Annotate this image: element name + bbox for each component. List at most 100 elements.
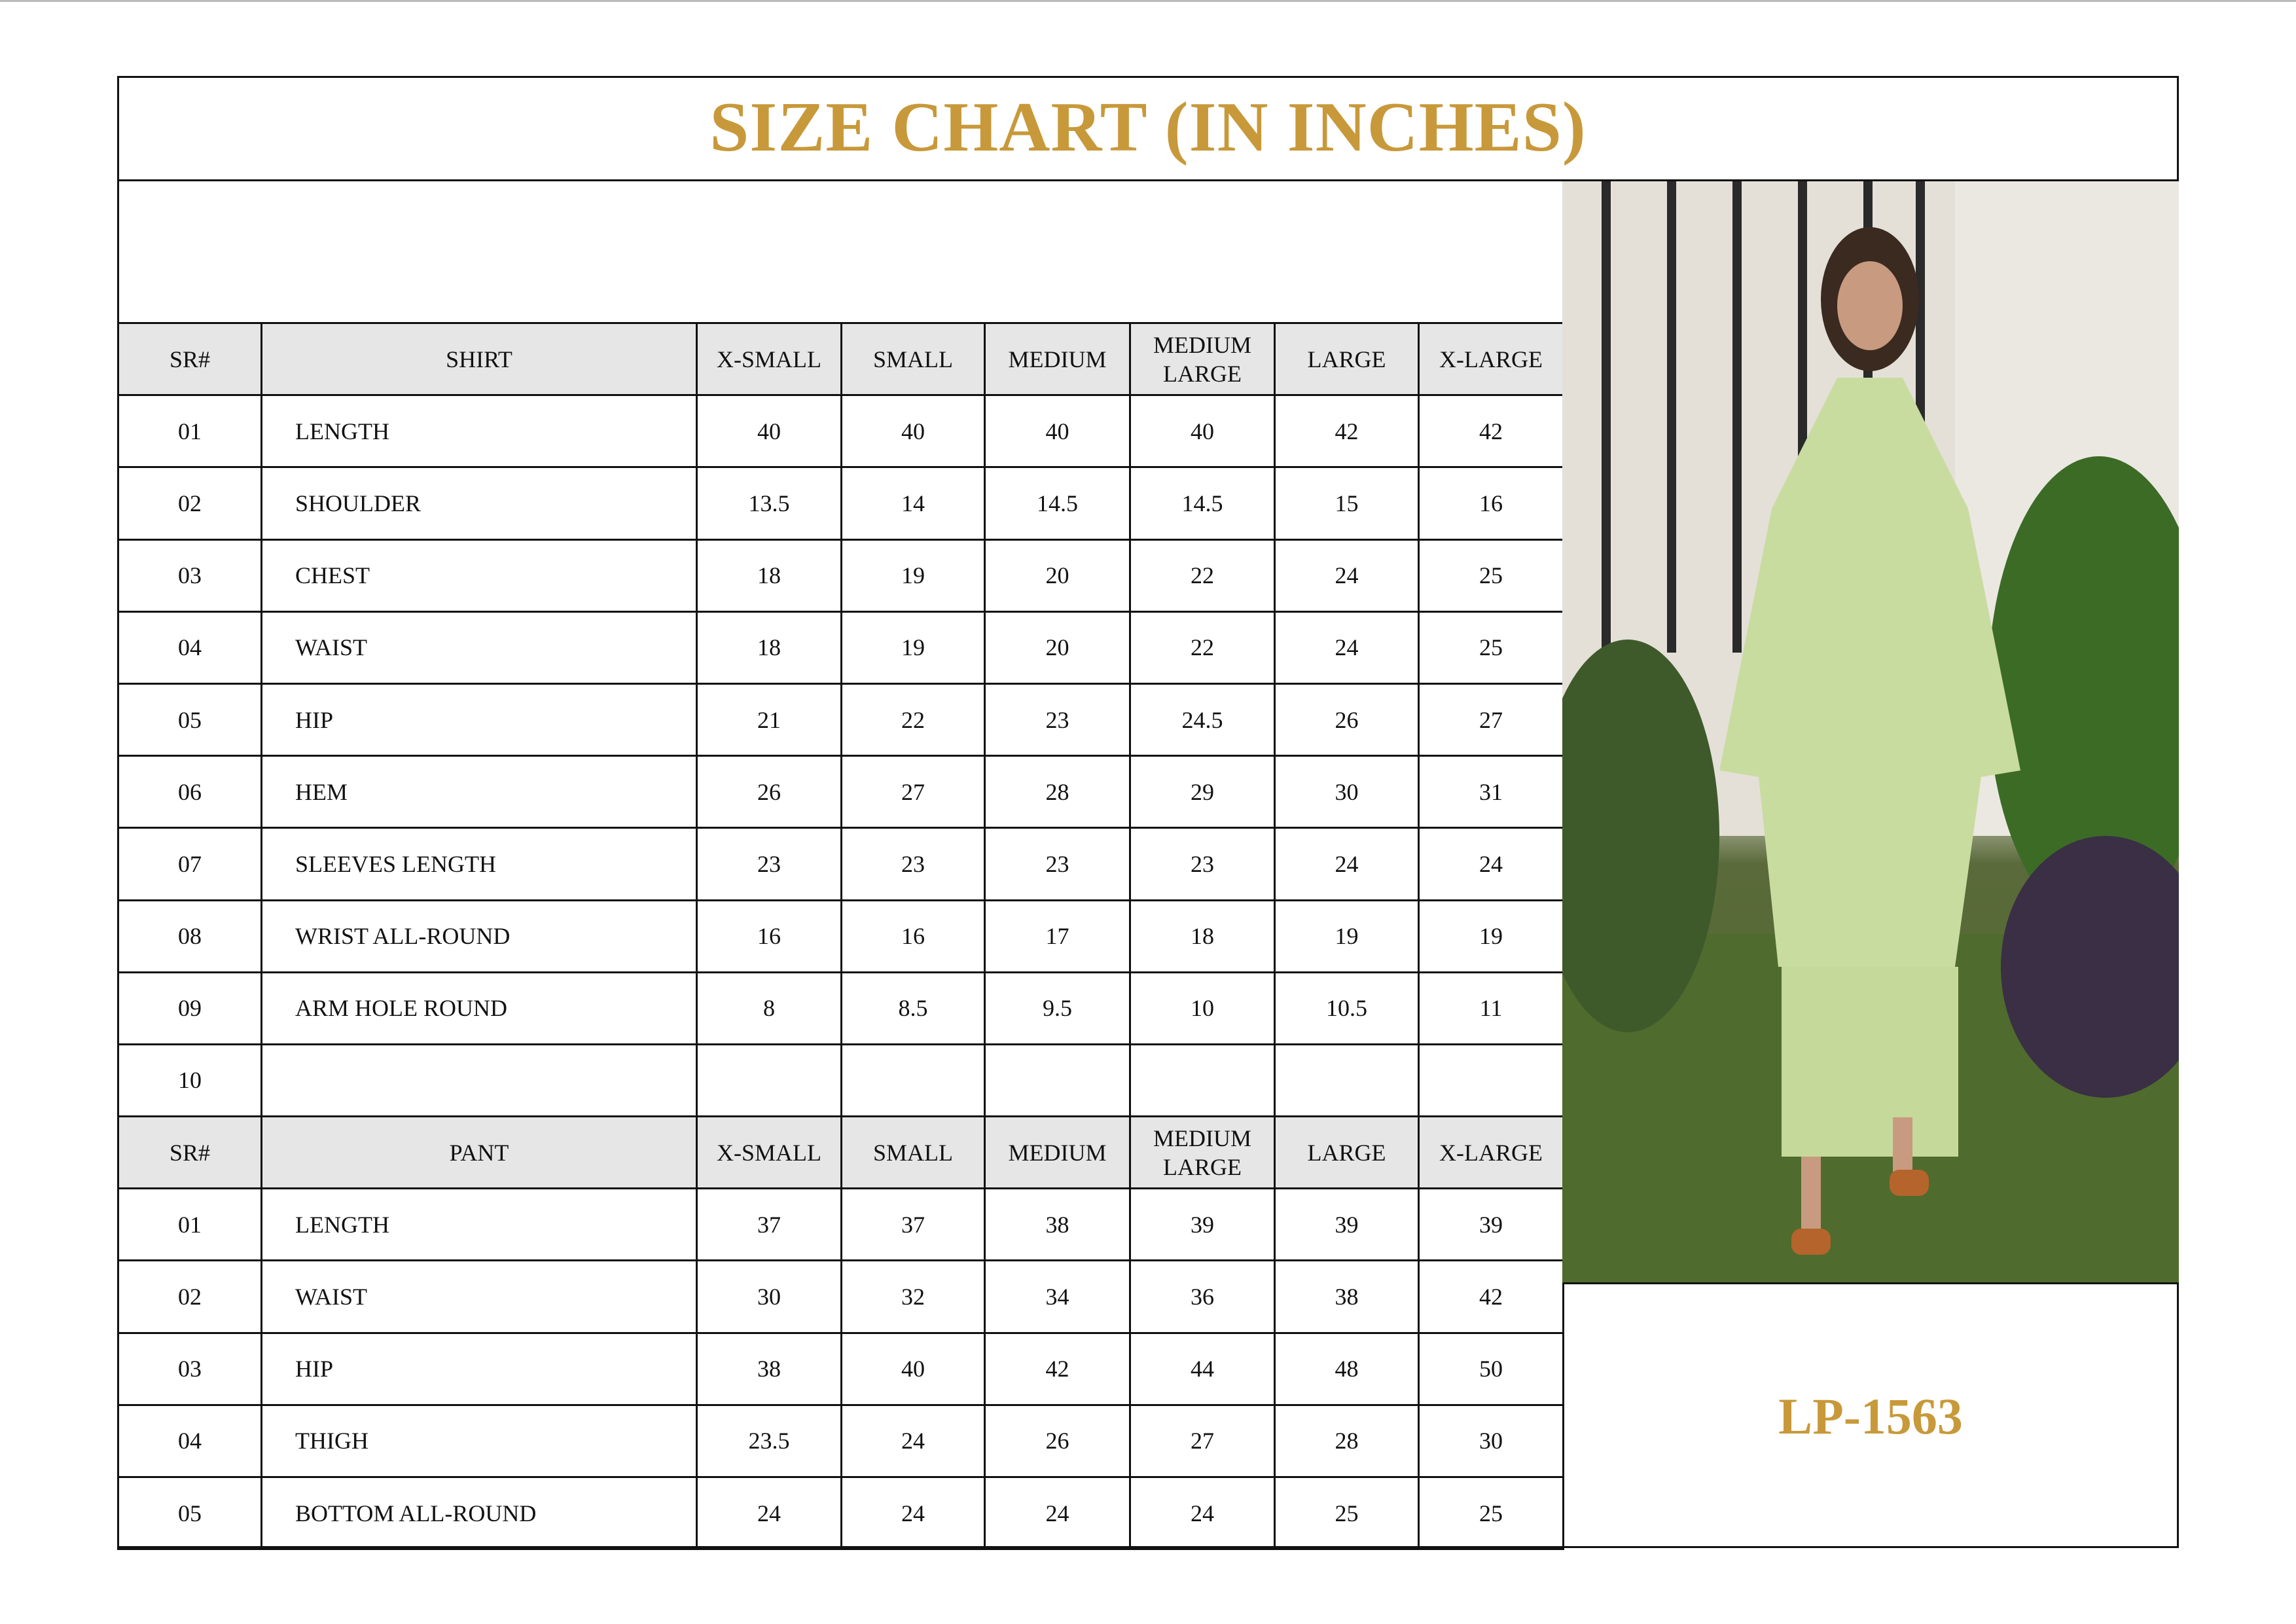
sr-number: 01 [117,394,262,469]
size-header: X-LARGE [1418,1115,1564,1190]
measurement-value: 24 [696,1475,842,1551]
measurement-value: 14.5 [984,466,1131,541]
measurement-value: 37 [696,1187,842,1262]
measurement-name: THIGH [260,1403,698,1479]
measurement-value: 24 [1274,827,1420,901]
measurement-value: 23 [696,827,842,901]
measurement-value: 25 [1274,1475,1420,1551]
measurement-value: 20 [984,538,1131,613]
measurement-value: 42 [1274,394,1420,469]
measurement-value [840,1043,986,1118]
measurement-value: 39 [1129,1187,1276,1262]
measurement-value: 30 [1418,1403,1564,1479]
sr-number: 01 [117,1187,262,1262]
measurement-value: 39 [1418,1187,1564,1262]
measurement-value: 25 [1418,538,1564,613]
measurement-value: 36 [1129,1259,1276,1334]
measurement-value: 14 [840,466,986,541]
measurement-name: SHOULDER [260,466,698,541]
measurement-value: 50 [1418,1331,1564,1406]
measurement-value: 30 [696,1259,842,1334]
measurement-value: 19 [840,610,986,685]
measurement-value: 22 [840,682,986,757]
measurement-value: 16 [696,899,842,973]
measurement-value: 40 [696,394,842,469]
pant-table-row: 03 HIP 38 40 42 44 48 50 [117,1331,1564,1406]
shirt-table-row: 05 HIP 21 22 23 24.5 26 27 [117,682,1564,757]
measurement-value: 19 [1274,899,1420,973]
measurement-value: 40 [1129,394,1276,469]
measurement-value: 13.5 [696,466,842,541]
sr-number: 09 [117,971,262,1045]
measurement-value: 17 [984,899,1131,973]
sr-number: 05 [117,682,262,757]
measurement-name: ARM HOLE ROUND [260,971,698,1045]
measurement-value: 18 [1129,899,1276,973]
measurement-name: WAIST [260,610,698,685]
measurement-value: 24.5 [1129,682,1276,757]
size-header: X-SMALL [696,321,842,397]
size-table: SR# SHIRT X-SMALL SMALL MEDIUM MEDIUM LARGE LAR… [117,321,1564,1551]
pant-table-row: 02 WAIST 30 32 34 36 38 42 [117,1259,1564,1334]
measurement-name: CHEST [260,538,698,613]
pant-table-row: 01 LENGTH 37 37 38 39 39 39 [117,1187,1564,1262]
shirt-table-row: 10 [117,1043,1564,1118]
measurement-value: 10.5 [1274,971,1420,1045]
measurement-value: 30 [1274,755,1420,829]
size-header: LARGE [1274,321,1420,397]
measurement-value: 32 [840,1259,986,1334]
measurement-value [1418,1043,1564,1118]
measurement-value: 44 [1129,1331,1276,1406]
measurement-name: HIP [260,1331,698,1406]
measurement-value: 42 [1418,394,1564,469]
shirt-table-row: 04 WAIST 18 19 20 22 24 25 [117,610,1564,685]
size-header: MEDIUM LARGE [1129,1115,1276,1190]
measurement-value: 24 [984,1475,1131,1551]
sr-number: 03 [117,538,262,613]
measurement-value: 23 [984,827,1131,901]
measurement-value [1274,1043,1420,1118]
pant-table-row: 05 BOTTOM ALL-ROUND 24 24 24 24 25 25 [117,1475,1564,1551]
measurement-value: 38 [696,1331,842,1406]
shirt-table-row: 02 SHOULDER 13.5 14 14.5 14.5 15 16 [117,466,1564,541]
measurement-value: 18 [696,610,842,685]
sr-number: 03 [117,1331,262,1406]
pant-header-row: SR# PANT X-SMALL SMALL MEDIUM MEDIUM LARGE LARG… [117,1115,1564,1190]
measurement-value: 42 [1418,1259,1564,1334]
size-header: MEDIUM [984,321,1131,397]
size-header: SMALL [840,1115,986,1190]
product-code: LP-1563 [1778,1387,1963,1445]
measurement-value: 25 [1418,1475,1564,1551]
size-header: SMALL [840,321,986,397]
measurement-name [260,1043,698,1118]
measurement-value: 31 [1418,755,1564,829]
measurement-value: 14.5 [1129,466,1276,541]
measurement-value: 26 [1274,682,1420,757]
top-divider [0,0,2296,2]
measurement-name: HIP [260,682,698,757]
measurement-value: 34 [984,1259,1131,1334]
measurement-value: 37 [840,1187,986,1262]
shirt-table-row: 06 HEM 26 27 28 29 30 31 [117,755,1564,829]
shirt-header-row: SR# SHIRT X-SMALL SMALL MEDIUM MEDIUM LARGE LAR… [117,321,1564,397]
measurement-value: 23 [984,682,1131,757]
sr-number: 10 [117,1043,262,1118]
measurement-name: SLEEVES LENGTH [260,827,698,901]
measurement-value: 15 [1274,466,1420,541]
size-header: X-LARGE [1418,321,1564,397]
size-header: MEDIUM [984,1115,1131,1190]
measurement-value: 8.5 [840,971,986,1045]
measurement-name: LENGTH [260,394,698,469]
measurement-value: 40 [840,394,986,469]
size-header: MEDIUM LARGE [1129,321,1276,397]
sr-number: 06 [117,755,262,829]
measurement-value: 23 [1129,827,1276,901]
sr-number: 05 [117,1475,262,1551]
measurement-value: 10 [1129,971,1276,1045]
measurement-value [984,1043,1131,1118]
measurement-value [696,1043,842,1118]
sr-header: SR# [117,321,262,397]
measurement-value: 24 [1129,1475,1276,1551]
shirt-table-row: 09 ARM HOLE ROUND 8 8.5 9.5 10 10.5 11 [117,971,1564,1045]
page-title: SIZE CHART (IN INCHES) [117,76,2179,181]
